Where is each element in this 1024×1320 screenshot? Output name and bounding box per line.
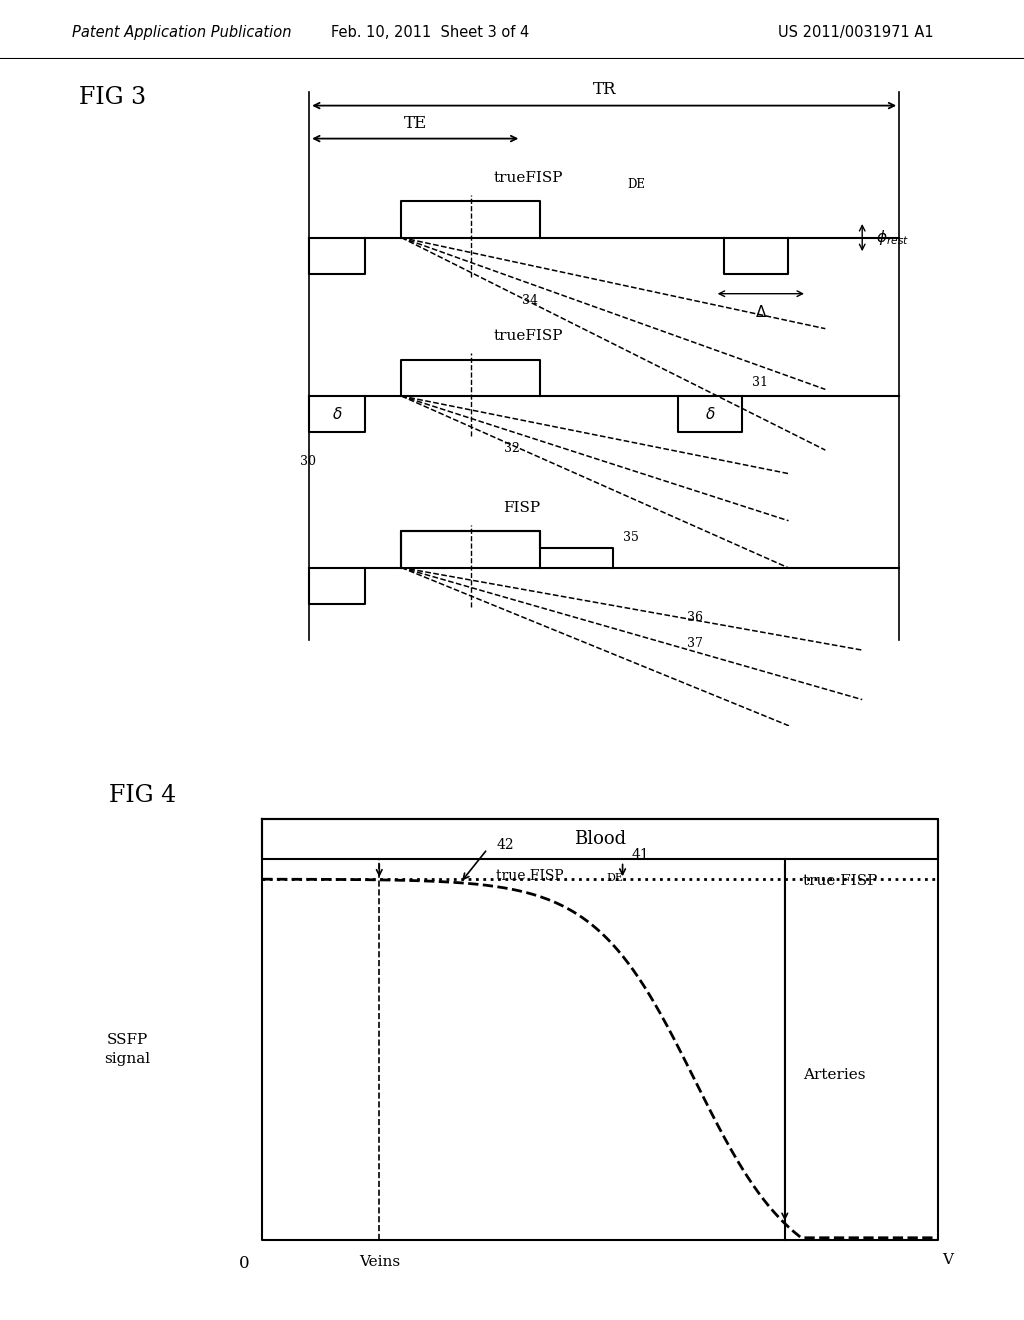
Text: $\delta$: $\delta$ (705, 407, 716, 422)
Text: trueFISP: trueFISP (494, 170, 563, 185)
Text: FIG 3: FIG 3 (79, 86, 146, 108)
Text: V: V (942, 1253, 953, 1267)
Text: 36: 36 (687, 611, 703, 623)
Text: true FISP: true FISP (803, 874, 878, 888)
Text: TE: TE (403, 115, 427, 132)
Text: Feb. 10, 2011  Sheet 3 of 4: Feb. 10, 2011 Sheet 3 of 4 (331, 25, 529, 40)
Text: 32: 32 (504, 442, 520, 455)
Text: 30: 30 (300, 455, 316, 469)
Text: trueFISP: trueFISP (494, 329, 563, 343)
Text: $\delta$: $\delta$ (332, 407, 342, 422)
Text: FISP: FISP (503, 500, 540, 515)
Text: $\phi_{rest}$: $\phi_{rest}$ (877, 228, 909, 247)
Text: US 2011/0031971 A1: US 2011/0031971 A1 (778, 25, 934, 40)
Text: 37: 37 (687, 638, 703, 649)
Text: Patent Application Publication: Patent Application Publication (72, 25, 291, 40)
Text: 35: 35 (623, 532, 639, 544)
Text: DE: DE (606, 873, 624, 883)
Text: SSFP
signal: SSFP signal (103, 1034, 151, 1067)
Text: Veins: Veins (358, 1255, 399, 1270)
Text: 0: 0 (239, 1255, 250, 1272)
Text: Blood: Blood (574, 830, 626, 847)
Text: true FISP: true FISP (497, 869, 564, 883)
Text: 34: 34 (522, 294, 539, 306)
Text: TR: TR (593, 81, 615, 98)
Text: 42: 42 (497, 837, 514, 851)
Text: 41: 41 (632, 847, 649, 862)
Text: DE: DE (628, 178, 645, 191)
Text: $\Delta$: $\Delta$ (755, 304, 767, 319)
Text: 31: 31 (752, 376, 768, 389)
Text: Arteries: Arteries (803, 1068, 865, 1082)
Text: FIG 4: FIG 4 (109, 784, 176, 807)
